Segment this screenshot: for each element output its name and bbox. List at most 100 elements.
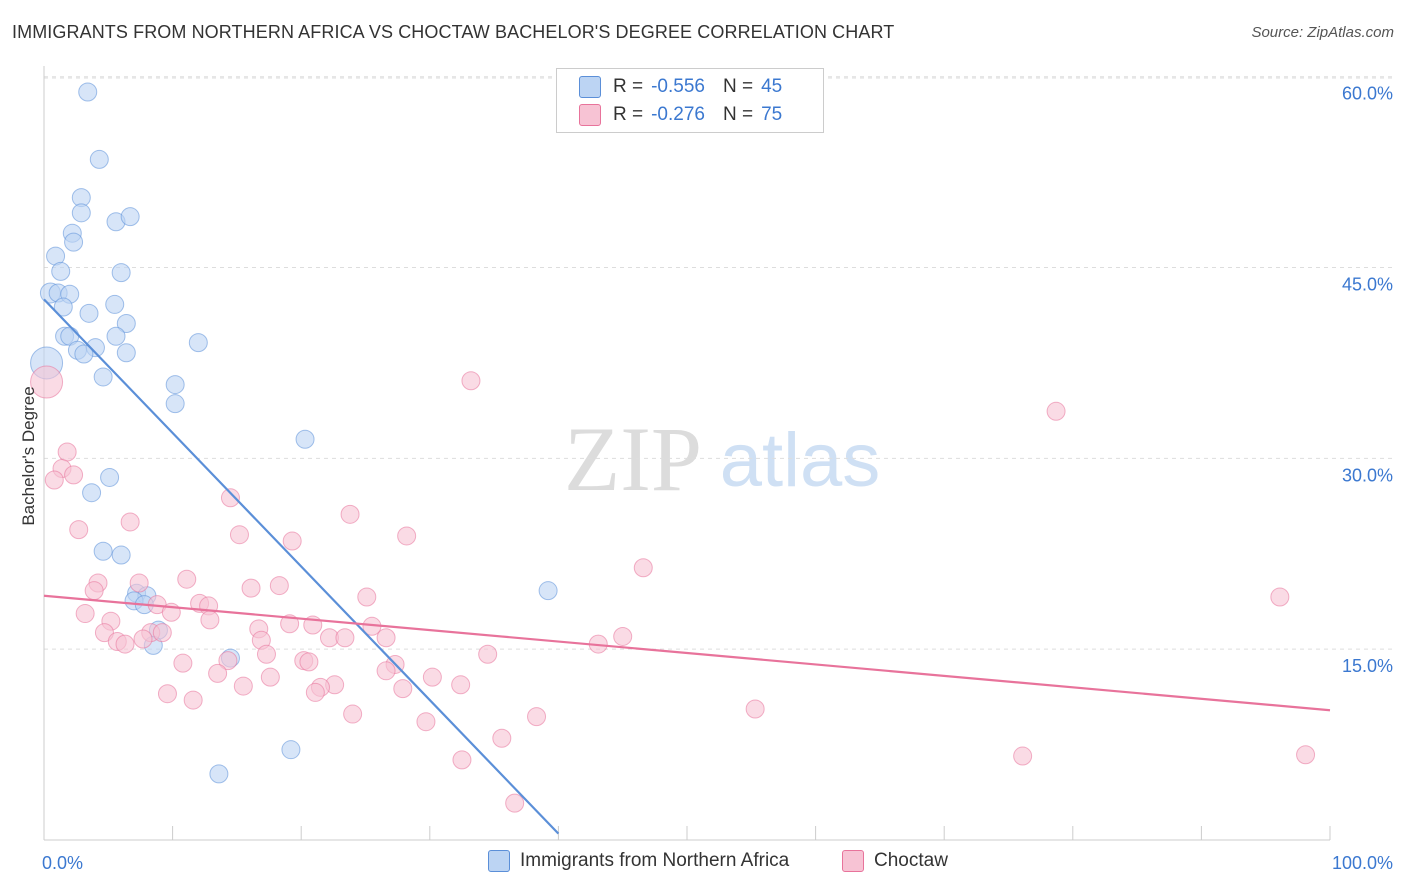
legend-n-value: 75 — [761, 104, 783, 125]
choctaw-point — [280, 614, 300, 634]
legend-swatch-blue — [579, 76, 601, 98]
choctaw-point — [452, 750, 472, 770]
northern-africa-point — [116, 343, 136, 363]
choctaw-point — [152, 623, 172, 643]
northern-africa-point — [71, 203, 91, 223]
chart-title: IMMIGRANTS FROM NORTHERN AFRICA VS CHOCT… — [12, 22, 895, 42]
choctaw-point — [492, 728, 512, 748]
northern-africa-point — [51, 261, 71, 281]
choctaw-point — [177, 569, 197, 589]
northern-africa-point — [165, 394, 185, 414]
legend-n-value: 45 — [761, 76, 783, 97]
northern-africa-point — [106, 326, 126, 346]
series-name-northern-africa: Immigrants from Northern Africa — [520, 850, 790, 871]
choctaw-point — [478, 644, 498, 664]
choctaw-point — [393, 679, 413, 699]
northern-africa-point — [538, 581, 558, 601]
y-tick-label: 45.0% — [1342, 275, 1393, 295]
northern-africa-point — [89, 149, 109, 169]
x-tick-label: 100.0% — [1332, 853, 1393, 873]
choctaw-point — [282, 531, 302, 551]
watermark-atlas: atlas — [720, 418, 881, 503]
northern-africa-point — [64, 232, 84, 252]
choctaw-point — [1013, 746, 1033, 766]
legend-row-northern-africa: R = -0.556 N = 45 — [579, 73, 782, 101]
choctaw-point — [422, 667, 442, 687]
choctaw-point — [343, 704, 363, 724]
legend-r-value: -0.276 — [651, 104, 705, 125]
points-layer — [30, 82, 1316, 813]
y-axis-title: Bachelor's Degree — [19, 386, 38, 525]
choctaw-point — [745, 699, 765, 719]
series-swatch-pink — [842, 850, 864, 872]
stats-legend: R = -0.556 N = 45 R = -0.276 N = 75 — [556, 68, 824, 133]
y-tick-label: 60.0% — [1342, 84, 1393, 104]
choctaw-point — [1296, 745, 1316, 765]
choctaw-point — [84, 581, 104, 601]
choctaw-point — [1046, 401, 1066, 421]
legend-n-label: N = — [722, 76, 754, 97]
choctaw-point — [416, 712, 436, 732]
northern-africa-point — [93, 367, 113, 387]
grid-layer — [44, 76, 1392, 650]
choctaw-point — [120, 512, 140, 532]
legend-r-label: R = — [613, 76, 644, 97]
choctaw-point — [157, 684, 177, 704]
choctaw-point — [200, 610, 220, 630]
x-tick-label: 0.0% — [42, 853, 83, 873]
source-label: Source: ZipAtlas.com — [1251, 24, 1394, 41]
choctaw-trend-line — [43, 594, 1331, 712]
choctaw-point — [461, 371, 481, 391]
choctaw-point — [208, 663, 228, 683]
legend-swatch-pink — [579, 104, 601, 126]
northern-africa-point — [93, 541, 113, 561]
northern-africa-point — [116, 314, 136, 334]
choctaw-point — [305, 682, 325, 702]
choctaw-point — [75, 604, 95, 624]
choctaw-point — [115, 634, 135, 654]
northern-africa-point — [78, 82, 98, 102]
northern-africa-point — [295, 429, 315, 449]
choctaw-point — [241, 578, 261, 598]
choctaw-point — [173, 653, 193, 673]
choctaw-point — [505, 793, 525, 813]
choctaw-point — [69, 520, 89, 540]
choctaw-point — [397, 526, 417, 546]
northern-africa-point — [74, 344, 94, 364]
axis-layer: 15.0% 30.0% 45.0% 60.0% 0.0% 100.0% — [42, 66, 1393, 873]
series-legend-northern-africa: Immigrants from Northern Africa — [488, 850, 789, 872]
choctaw-point — [233, 676, 253, 696]
northern-africa-point — [79, 303, 99, 323]
choctaw-point — [64, 465, 84, 485]
choctaw-point — [269, 576, 289, 596]
legend-r-value: -0.556 — [651, 76, 705, 97]
choctaw-point — [57, 442, 77, 462]
series-name-choctaw: Choctaw — [874, 850, 948, 871]
northern-africa-point — [120, 207, 140, 227]
legend-r-label: R = — [613, 104, 644, 125]
series-swatch-blue — [488, 850, 510, 872]
choctaw-point — [335, 628, 355, 648]
trend-layer — [43, 298, 1331, 835]
series-legend-choctaw: Choctaw — [842, 850, 948, 872]
choctaw-point — [376, 628, 396, 648]
northern-africa-point — [111, 263, 131, 283]
legend-row-choctaw: R = -0.276 N = 75 — [579, 101, 782, 129]
choctaw-point — [1270, 587, 1290, 607]
choctaw-point — [527, 707, 547, 727]
northern-africa-point — [53, 297, 73, 317]
northern-africa-point — [100, 467, 120, 487]
choctaw-point — [299, 652, 319, 672]
northern-africa-point — [82, 483, 102, 503]
choctaw-point — [129, 573, 149, 593]
northern-africa-trend-line — [43, 298, 560, 835]
choctaw-point — [229, 525, 249, 545]
choctaw-point — [357, 587, 377, 607]
y-tick-label: 15.0% — [1342, 656, 1393, 676]
choctaw-point — [340, 504, 360, 524]
northern-africa-point — [111, 545, 131, 565]
choctaw-point — [451, 675, 471, 695]
choctaw-point — [376, 661, 396, 681]
choctaw-point — [633, 558, 653, 578]
